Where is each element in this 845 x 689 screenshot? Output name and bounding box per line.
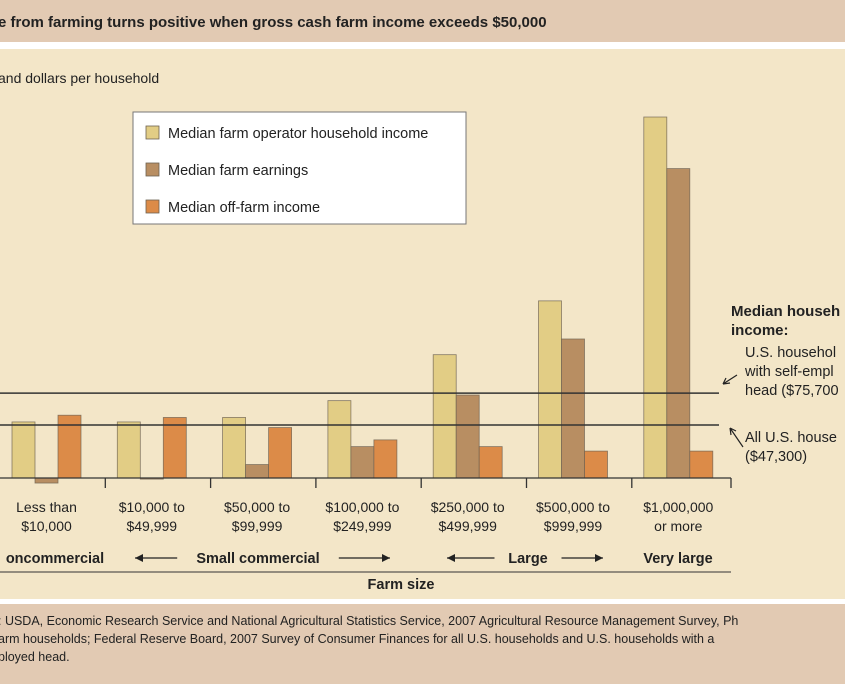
x-tick-label: $100,000 to [325, 499, 399, 515]
arrow-head-icon [447, 554, 455, 562]
bar-off-farm-income [478, 446, 503, 479]
reference-label-all-households: ($47,300) [745, 449, 807, 465]
legend-label: Median farm earnings [168, 163, 308, 179]
bar-operator-income [538, 300, 562, 479]
source-band [0, 604, 845, 684]
source-line-2: arm households; Federal Reserve Board, 2… [0, 632, 714, 646]
bar-farm-earnings [561, 338, 585, 479]
bar-operator-income [327, 400, 352, 479]
x-tick-label: $49,999 [126, 518, 177, 534]
legend [132, 111, 467, 225]
bar-off-farm-income [162, 417, 187, 479]
reference-label-all-households: All U.S. house [745, 430, 837, 446]
x-tick-label: $250,000 to [431, 499, 505, 515]
bar-farm-earnings [245, 464, 270, 479]
source-line-3: ployed head. [0, 650, 70, 664]
bar-farm-earnings [350, 446, 375, 479]
reference-heading: income: [731, 322, 789, 339]
bar-operator-income [222, 417, 247, 479]
pointer-arrow-icon [729, 427, 744, 448]
bar-operator-income [11, 421, 36, 479]
bar-farm-earnings [34, 477, 59, 484]
x-tick-label: $1,000,000 [643, 499, 713, 515]
group-label: oncommercial [6, 551, 104, 567]
legend-label: Median farm operator household income [168, 126, 428, 142]
x-tick-label: $99,999 [232, 518, 283, 534]
bar-farm-earnings [455, 394, 480, 479]
x-tick-label: $249,999 [333, 518, 392, 534]
bar-operator-income [432, 354, 457, 479]
legend-swatch [145, 199, 160, 214]
bar-off-farm-income [689, 450, 714, 479]
reference-label-self-employed: U.S. househol [745, 345, 836, 361]
x-axis-title: Farm size [368, 577, 435, 593]
chart-title: e from farming turns positive when gross… [0, 14, 547, 31]
x-tick-label: $50,000 to [224, 499, 290, 515]
pointer-arrow-icon [722, 374, 738, 385]
bar-off-farm-income [373, 439, 398, 479]
arrow-head-icon [382, 554, 390, 562]
reference-label-self-employed: with self-empl [744, 364, 834, 380]
legend-swatch [145, 162, 160, 177]
group-label: Very large [643, 551, 712, 567]
legend-label: Median off-farm income [168, 200, 320, 216]
bar-off-farm-income [268, 427, 293, 479]
x-tick-label: $10,000 [21, 518, 72, 534]
reference-heading: Median househ [731, 303, 840, 320]
group-label: Small commercial [196, 551, 319, 567]
x-tick-label: $999,999 [544, 518, 603, 534]
x-tick-label: $10,000 to [119, 499, 185, 515]
bar-operator-income [116, 421, 141, 479]
group-label: Large [508, 551, 548, 567]
arrow-head-icon [595, 554, 603, 562]
x-tick-label: or more [654, 518, 702, 534]
title-band [0, 0, 845, 42]
arrow-head-icon [135, 554, 143, 562]
bar-farm-earnings [666, 168, 691, 479]
legend-swatch [145, 125, 160, 140]
x-tick-label: $500,000 to [536, 499, 610, 515]
bar-off-farm-income [584, 450, 608, 479]
x-tick-label: $499,999 [438, 518, 497, 534]
reference-label-self-employed: head ($75,700 [745, 383, 839, 399]
source-line-1: : USDA, Economic Research Service and Na… [0, 614, 738, 628]
y-axis-label: and dollars per household [0, 70, 159, 86]
bar-operator-income [643, 116, 668, 479]
x-tick-label: Less than [16, 499, 77, 515]
